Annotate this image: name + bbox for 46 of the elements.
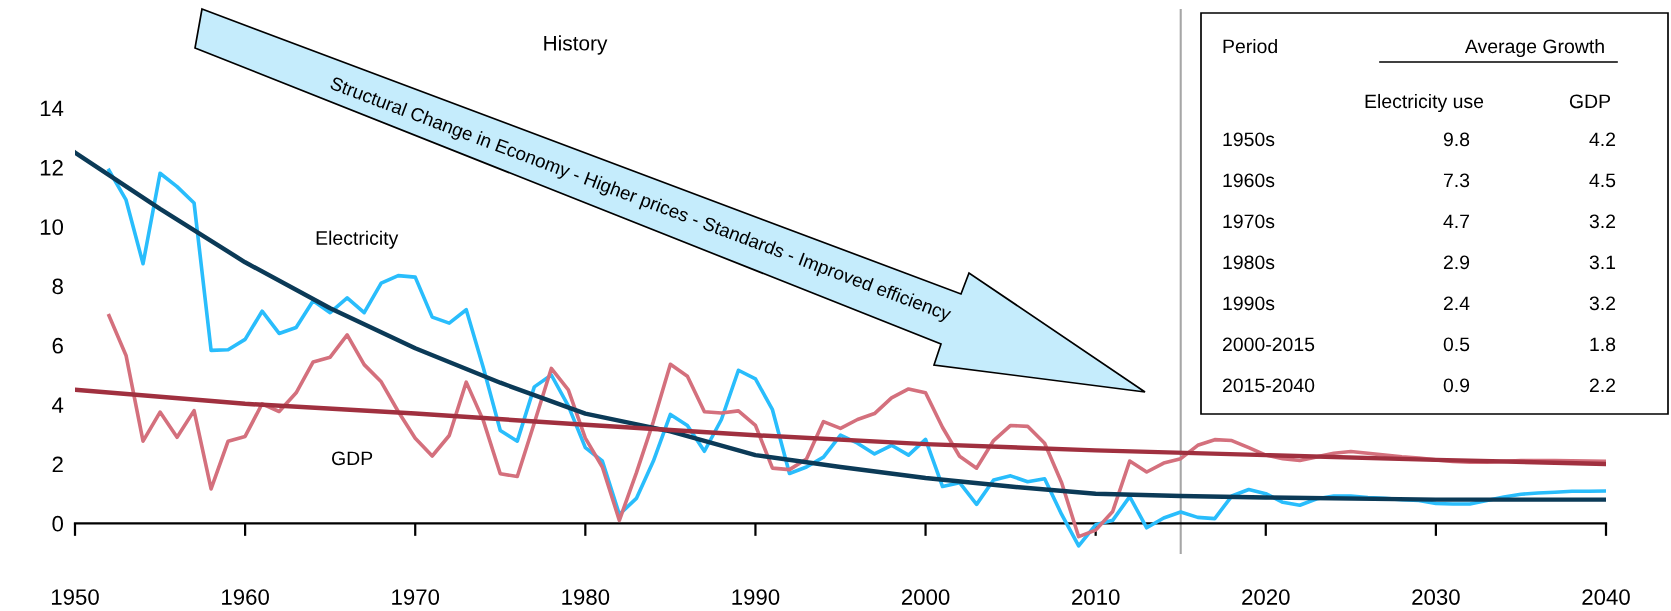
y-tick-label: 10 — [40, 219, 64, 235]
x-tick-label: 1970 — [392, 589, 440, 605]
annotation: 2000-2015 — [1222, 337, 1315, 352]
x-tick-label: 1960 — [222, 589, 269, 605]
x-tick-label: 2030 — [1412, 589, 1460, 605]
y-tick-label: 2 — [52, 456, 63, 473]
annotation: 4.7 — [1443, 214, 1470, 229]
annotation: 0.5 — [1443, 337, 1470, 352]
x-tick-label: 1950 — [51, 589, 99, 605]
annotation: 2015-2040 — [1222, 378, 1315, 393]
y-tick-label: 12 — [40, 159, 63, 176]
annotation: 4.2 — [1589, 132, 1616, 147]
y-tick-label: 4 — [52, 397, 64, 413]
annotation: GDP — [1569, 94, 1611, 109]
annotation: 1980s — [1223, 255, 1275, 270]
annotation: 7.3 — [1443, 173, 1470, 188]
x-tick-label: 2010 — [1072, 589, 1120, 605]
text: History — [544, 35, 608, 55]
annotation: 0.9 — [1443, 378, 1470, 393]
annotation: 1950s — [1223, 132, 1275, 147]
x-tick-label: 1980 — [562, 589, 610, 605]
y-tick-label: 8 — [52, 278, 63, 295]
annotation: 3.1 — [1589, 255, 1616, 270]
y-tick-label: 6 — [52, 337, 63, 354]
x-tick-label: 2020 — [1242, 589, 1290, 605]
text: Average Growth — [1464, 38, 1604, 58]
text: GDP — [332, 451, 373, 466]
annotation: 3.2 — [1589, 214, 1616, 229]
annotation: 4.5 — [1589, 173, 1616, 188]
y-tick-label: 14 — [40, 100, 64, 117]
text: Period — [1223, 38, 1277, 54]
annotation: 2.9 — [1443, 255, 1470, 270]
annotation: Electricity use — [1365, 93, 1484, 113]
x-tick-label: 1990 — [732, 589, 780, 605]
x-tick-label: 2000 — [901, 589, 950, 605]
annotation: 9.8 — [1443, 132, 1470, 147]
annotation: 1.8 — [1590, 337, 1616, 352]
annotation: 1970s — [1223, 214, 1275, 229]
y-tick-label: 0 — [52, 515, 64, 532]
annotation: 3.2 — [1589, 296, 1616, 311]
series-label: Electricity — [316, 230, 399, 249]
x-tick-label: 2040 — [1582, 589, 1630, 605]
annotation: 1960s — [1223, 173, 1275, 188]
annotation: 2.2 — [1589, 378, 1616, 393]
annotation: 1990s — [1223, 296, 1275, 311]
annotation: 2.4 — [1443, 296, 1470, 311]
